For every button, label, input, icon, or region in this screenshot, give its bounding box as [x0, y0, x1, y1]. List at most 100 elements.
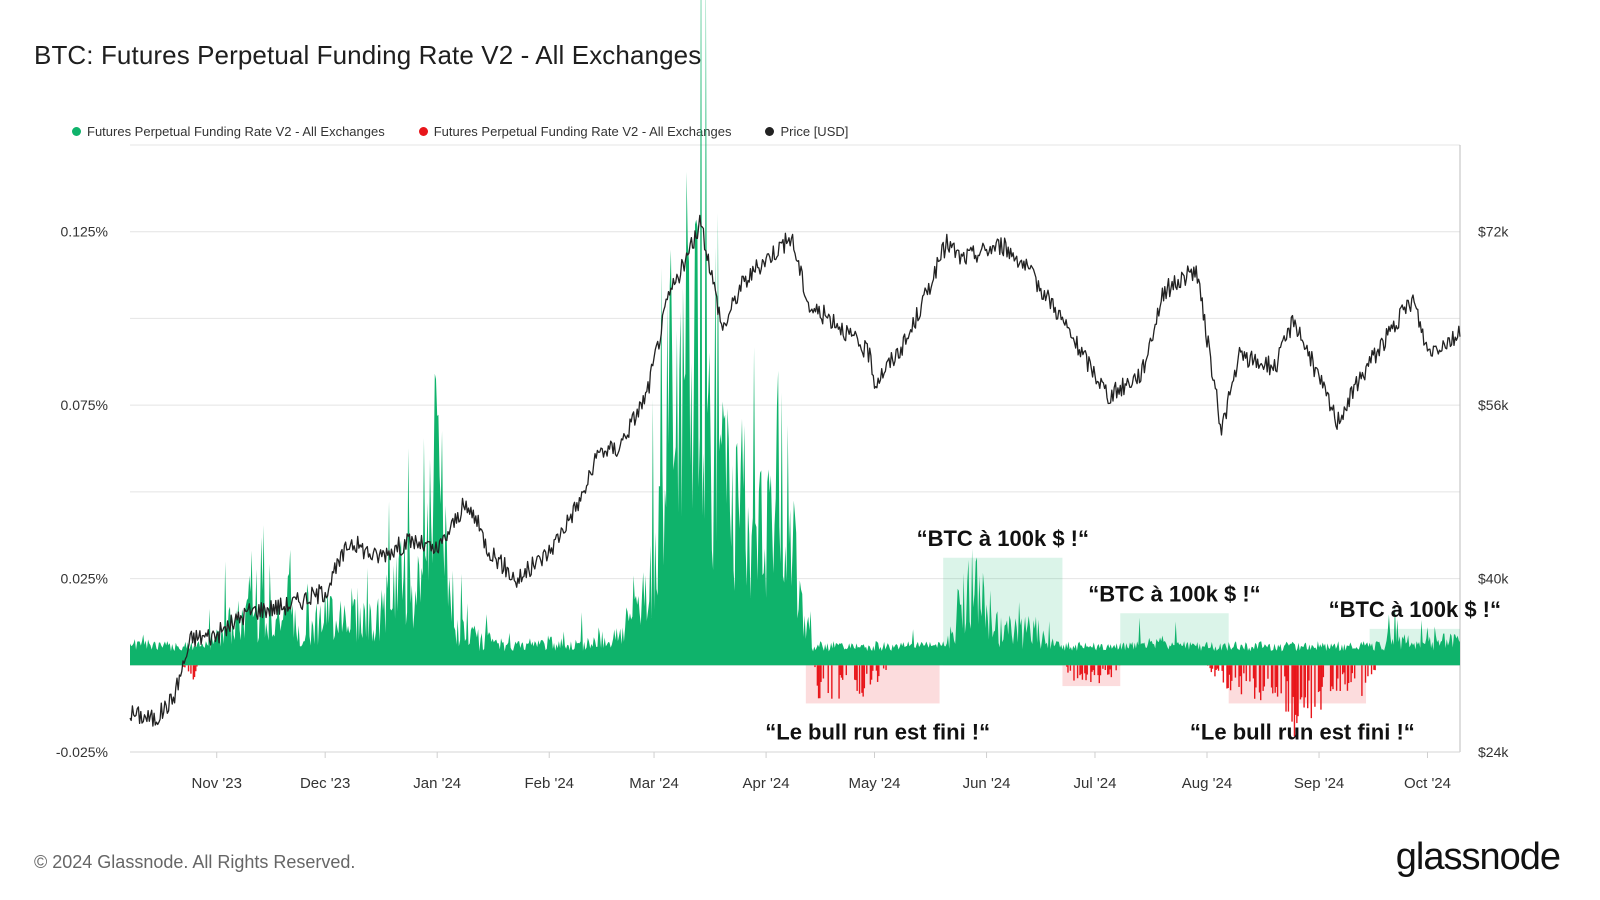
funding-negative-bar — [1319, 665, 1321, 692]
funding-negative-bar — [827, 665, 829, 694]
funding-negative-bar — [1308, 665, 1310, 681]
funding-negative-bar — [1102, 665, 1104, 669]
funding-negative-bar — [1258, 665, 1261, 693]
funding-negative-bar — [184, 665, 186, 668]
funding-negative-bar — [1303, 665, 1305, 708]
legend-item-price[interactable]: Price [USD] — [765, 124, 848, 139]
funding-negative-bar — [822, 665, 825, 679]
funding-negative-bar — [1240, 665, 1243, 695]
funding-negative-bar — [1252, 665, 1255, 679]
funding-negative-bar — [1080, 665, 1082, 674]
funding-negative-bar — [819, 665, 821, 699]
annotation-label-bullish: “BTC à 100k $ !“ — [1088, 581, 1260, 606]
x-tick-label: May '24 — [848, 775, 900, 792]
funding-negative-bar — [1227, 665, 1229, 689]
price-line — [129, 214, 1461, 727]
funding-negative-bar — [1299, 665, 1302, 700]
funding-negative-bar — [1110, 665, 1113, 678]
funding-negative-bar — [1221, 665, 1223, 671]
funding-negative-bar — [1322, 665, 1325, 678]
funding-negative-bar — [1314, 665, 1316, 707]
annotation-box-bearish — [805, 665, 940, 704]
funding-negative-bar — [192, 665, 195, 680]
funding-negative-bar — [1374, 665, 1376, 671]
x-tick-label: Sep '24 — [1294, 775, 1344, 792]
funding-negative-bar — [1097, 665, 1099, 676]
funding-negative-bar — [1231, 665, 1233, 681]
funding-negative-bar — [1229, 665, 1232, 691]
funding-negative-bar — [1370, 665, 1373, 675]
funding-positive-area — [130, 0, 1460, 666]
funding-negative-bar — [1243, 665, 1245, 674]
funding-negative-bar — [1226, 665, 1228, 689]
funding-negative-bar — [1211, 665, 1214, 669]
y-left-tick-label: 0.075% — [61, 397, 108, 413]
funding-negative-bar — [196, 665, 198, 667]
funding-negative-bar — [1108, 665, 1110, 675]
funding-negative-bar — [1210, 665, 1213, 673]
funding-negative-bar — [1069, 665, 1072, 671]
funding-negative-bar — [1364, 665, 1367, 683]
funding-negative-bar — [1321, 665, 1323, 687]
funding-negative-bar — [1337, 665, 1339, 679]
x-tick-label: Feb '24 — [524, 775, 574, 792]
funding-negative-bar — [1098, 665, 1100, 684]
annotation-label-bullish: “BTC à 100k $ !“ — [917, 526, 1089, 551]
funding-negative-bar — [1228, 665, 1231, 675]
funding-negative-bar — [1090, 665, 1092, 683]
funding-negative-bar — [869, 665, 872, 685]
funding-negative-bar — [854, 665, 856, 680]
x-tick-label: Oct '24 — [1404, 775, 1451, 792]
funding-negative-bar — [1339, 665, 1341, 691]
funding-negative-bar — [1209, 665, 1211, 669]
funding-negative-bar — [1234, 665, 1237, 678]
funding-negative-bar — [1304, 665, 1306, 698]
funding-negative-bar — [870, 665, 873, 680]
legend: Futures Perpetual Funding Rate V2 - All … — [72, 124, 848, 139]
funding-negative-bar — [1245, 665, 1247, 682]
funding-negative-bar — [190, 665, 192, 674]
funding-negative-bar — [1347, 665, 1350, 684]
y-left-tick-label: 0.125% — [61, 224, 108, 240]
funding-negative-bar — [1086, 665, 1088, 675]
funding-negative-bar — [858, 665, 861, 694]
funding-negative-bar — [1280, 665, 1282, 694]
funding-negative-bar — [1104, 665, 1107, 671]
funding-negative-bar — [1214, 665, 1216, 677]
funding-negative-bar — [1084, 665, 1086, 674]
legend-label-price: Price [USD] — [780, 124, 849, 139]
funding-negative-bar — [817, 665, 820, 699]
legend-dot-red — [418, 127, 428, 136]
y-left-tick-label: -0.025% — [56, 744, 108, 760]
chart-title: BTC: Futures Perpetual Funding Rate V2 -… — [34, 40, 702, 70]
funding-negative-bar — [1291, 665, 1293, 722]
funding-negative-bar — [1353, 665, 1356, 679]
funding-negative-bar — [1081, 665, 1084, 680]
funding-negative-bar — [1270, 665, 1273, 688]
legend-item-funding-negative[interactable]: Futures Perpetual Funding Rate V2 - All … — [418, 124, 731, 139]
funding-negative-bar — [1067, 665, 1069, 673]
funding-negative-bar — [1307, 665, 1309, 709]
funding-negative-bar — [1310, 665, 1313, 719]
y-right-tick-label: $24k — [1478, 744, 1509, 760]
funding-negative-bar — [840, 665, 843, 678]
legend-item-funding-positive[interactable]: Futures Perpetual Funding Rate V2 - All … — [72, 124, 385, 139]
x-tick-label: Jul '24 — [1074, 775, 1117, 792]
funding-negative-bar — [193, 665, 196, 678]
funding-negative-bar — [838, 665, 840, 699]
funding-negative-bar — [1115, 665, 1117, 671]
funding-negative-bar — [1343, 665, 1345, 673]
funding-negative-bar — [1346, 665, 1349, 691]
funding-negative-bar — [1296, 665, 1298, 724]
funding-negative-bar — [1253, 665, 1256, 699]
funding-negative-bar — [1275, 665, 1278, 688]
funding-negative-bar — [1317, 665, 1320, 693]
x-tick-label: Aug '24 — [1182, 775, 1232, 792]
funding-negative-bar — [885, 665, 887, 670]
funding-negative-bar — [1329, 665, 1332, 692]
funding-negative-bar — [1276, 665, 1279, 697]
y-right-tick-label: $56k — [1478, 397, 1509, 413]
funding-negative-bar — [1222, 665, 1225, 683]
funding-negative-bar — [1216, 665, 1219, 669]
